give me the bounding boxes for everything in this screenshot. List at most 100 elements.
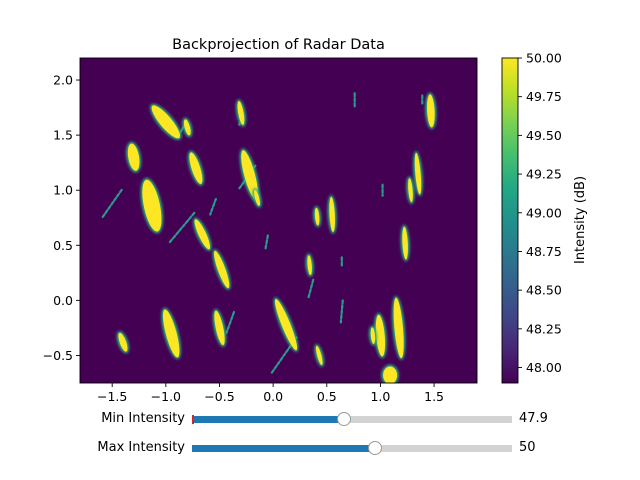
colorbar-tick-label: 48.50 bbox=[526, 283, 562, 298]
colorbar-tick-label: 48.75 bbox=[526, 244, 562, 259]
plot-frame bbox=[79, 57, 478, 384]
heatmap-blob-8 bbox=[212, 308, 227, 347]
colorbar-tick-label: 49.50 bbox=[526, 128, 562, 143]
heatmap-blob-core bbox=[383, 366, 398, 383]
heatmap-blob-core bbox=[213, 250, 230, 289]
heatmap-blob-3 bbox=[187, 150, 204, 186]
heatmap-blob-core bbox=[274, 299, 298, 351]
x-tick-label: −1.5 bbox=[97, 389, 127, 404]
heatmap-blob-25 bbox=[368, 325, 377, 346]
heatmap-blob-10 bbox=[327, 195, 337, 234]
x-tick-label: 1.0 bbox=[370, 389, 390, 404]
heatmap-streak-11 bbox=[307, 278, 315, 301]
heatmap-blob-core bbox=[393, 297, 404, 359]
y-tick-label: 1.0 bbox=[53, 183, 73, 198]
heatmap-blob-6 bbox=[212, 249, 231, 290]
heatmap-streak-14 bbox=[209, 197, 217, 216]
heatmap-blob-15 bbox=[425, 92, 437, 130]
heatmap-blob-21 bbox=[313, 206, 322, 228]
y-axis: −0.5 0.0 0.5 1.0 1.5 2.0 bbox=[43, 73, 80, 363]
y-tick-label: −0.5 bbox=[43, 348, 73, 363]
y-tick-label: 0.5 bbox=[53, 238, 73, 253]
heatmap-blob-13 bbox=[381, 364, 399, 383]
max-intensity-slider-row: Max Intensity 50 bbox=[0, 439, 640, 459]
heatmap-blob-core bbox=[194, 219, 211, 250]
heatmap-blob-7 bbox=[161, 307, 181, 360]
heatmap-blob-core bbox=[315, 345, 323, 366]
x-tick-label: −0.5 bbox=[204, 389, 234, 404]
max-intensity-slider-fill bbox=[192, 445, 375, 452]
max-intensity-label: Max Intensity bbox=[97, 440, 185, 455]
heatmap-blob-17 bbox=[406, 176, 415, 205]
min-intensity-slider-fill bbox=[192, 416, 344, 423]
heatmap bbox=[101, 92, 437, 383]
heatmap-blob-2 bbox=[126, 141, 142, 173]
heatmap-streak-1 bbox=[168, 211, 196, 244]
heatmap-blob-20 bbox=[252, 188, 262, 208]
heatmap-blob-5 bbox=[193, 217, 212, 252]
heatmap-blob-core bbox=[414, 152, 422, 195]
max-intensity-slider[interactable] bbox=[192, 441, 512, 455]
heatmap-streak-2 bbox=[225, 310, 236, 334]
heatmap-blob-18 bbox=[235, 99, 246, 127]
colorbar-axis: 48.00 48.25 48.50 48.75 49.00 49.25 49.50 49.75… bbox=[518, 51, 562, 375]
heatmap-blob-core bbox=[127, 143, 140, 171]
heatmap-blob-24 bbox=[182, 117, 193, 138]
heatmap-blob-core bbox=[142, 179, 162, 232]
max-intensity-value: 50 bbox=[519, 440, 536, 455]
heatmap-blob-core bbox=[370, 327, 376, 344]
colorbar-tick-label: 48.00 bbox=[526, 360, 562, 375]
y-tick-label: 2.0 bbox=[53, 73, 73, 88]
heatmap-blob-4 bbox=[239, 148, 260, 202]
heatmap-blob-11 bbox=[374, 312, 387, 359]
heatmap-blob-core bbox=[329, 196, 335, 233]
heatmap-blob-12 bbox=[391, 295, 406, 360]
min-intensity-slider-row: Min Intensity 47.9 bbox=[0, 410, 640, 430]
colorbar bbox=[501, 57, 519, 384]
min-intensity-slider-handle[interactable] bbox=[337, 412, 351, 426]
max-intensity-slider-handle[interactable] bbox=[367, 441, 382, 455]
heatmap-blob-9 bbox=[273, 297, 299, 352]
x-tick-label: 0.5 bbox=[317, 389, 337, 404]
colorbar-tick-label: 48.25 bbox=[526, 321, 562, 336]
heatmap-blob-core bbox=[151, 105, 181, 139]
colorbar-tick-label: 49.75 bbox=[526, 89, 562, 104]
heatmap-blob-core bbox=[375, 314, 386, 357]
colorbar-tick-label: 49.25 bbox=[526, 167, 562, 182]
plot-area bbox=[80, 58, 477, 383]
colorbar-tick-label: 49.00 bbox=[526, 205, 562, 220]
heatmap-blob-22 bbox=[305, 253, 314, 277]
heatmap-blob-core bbox=[408, 178, 413, 203]
heatmap-blob-0 bbox=[140, 177, 164, 234]
x-tick-label: 0.0 bbox=[263, 389, 283, 404]
heatmap-blob-1 bbox=[150, 103, 182, 141]
chart-title: Backprojection of Radar Data bbox=[172, 37, 385, 53]
colorbar-tick-label: 50.00 bbox=[526, 51, 562, 66]
heatmap-streak-0 bbox=[101, 188, 123, 219]
min-intensity-value: 47.9 bbox=[519, 411, 548, 426]
heatmap-blob-core bbox=[254, 189, 261, 206]
y-tick-label: 0.0 bbox=[53, 293, 73, 308]
heatmap-blob-core bbox=[314, 207, 320, 226]
colorbar-label: Intensity (dB) bbox=[573, 176, 588, 264]
x-axis: −1.5 −1.0 −0.5 0.0 0.5 1.0 1.5 bbox=[97, 383, 444, 404]
x-tick-label: −1.0 bbox=[151, 389, 181, 404]
heatmap-blob-core bbox=[183, 119, 191, 136]
heatmap-blob-23 bbox=[314, 344, 325, 367]
heatmap-blob-core bbox=[427, 94, 435, 128]
heatmap-blob-19 bbox=[116, 331, 130, 354]
x-tick-label: 1.5 bbox=[424, 389, 444, 404]
heatmap-blob-16 bbox=[413, 151, 423, 197]
min-intensity-slider[interactable] bbox=[192, 412, 512, 426]
heatmap-blob-core bbox=[241, 150, 258, 200]
y-tick-label: 1.5 bbox=[53, 128, 73, 143]
min-intensity-label: Min Intensity bbox=[101, 411, 185, 426]
min-intensity-initial-marker bbox=[192, 415, 194, 424]
heatmap-blob-core bbox=[237, 101, 245, 126]
heatmap-blob-core bbox=[214, 310, 225, 346]
heatmap-blob-core bbox=[307, 255, 312, 275]
heatmap-blob-core bbox=[402, 226, 408, 260]
heatmap-streak-5 bbox=[339, 299, 344, 324]
heatmap-blob-core bbox=[118, 332, 128, 352]
